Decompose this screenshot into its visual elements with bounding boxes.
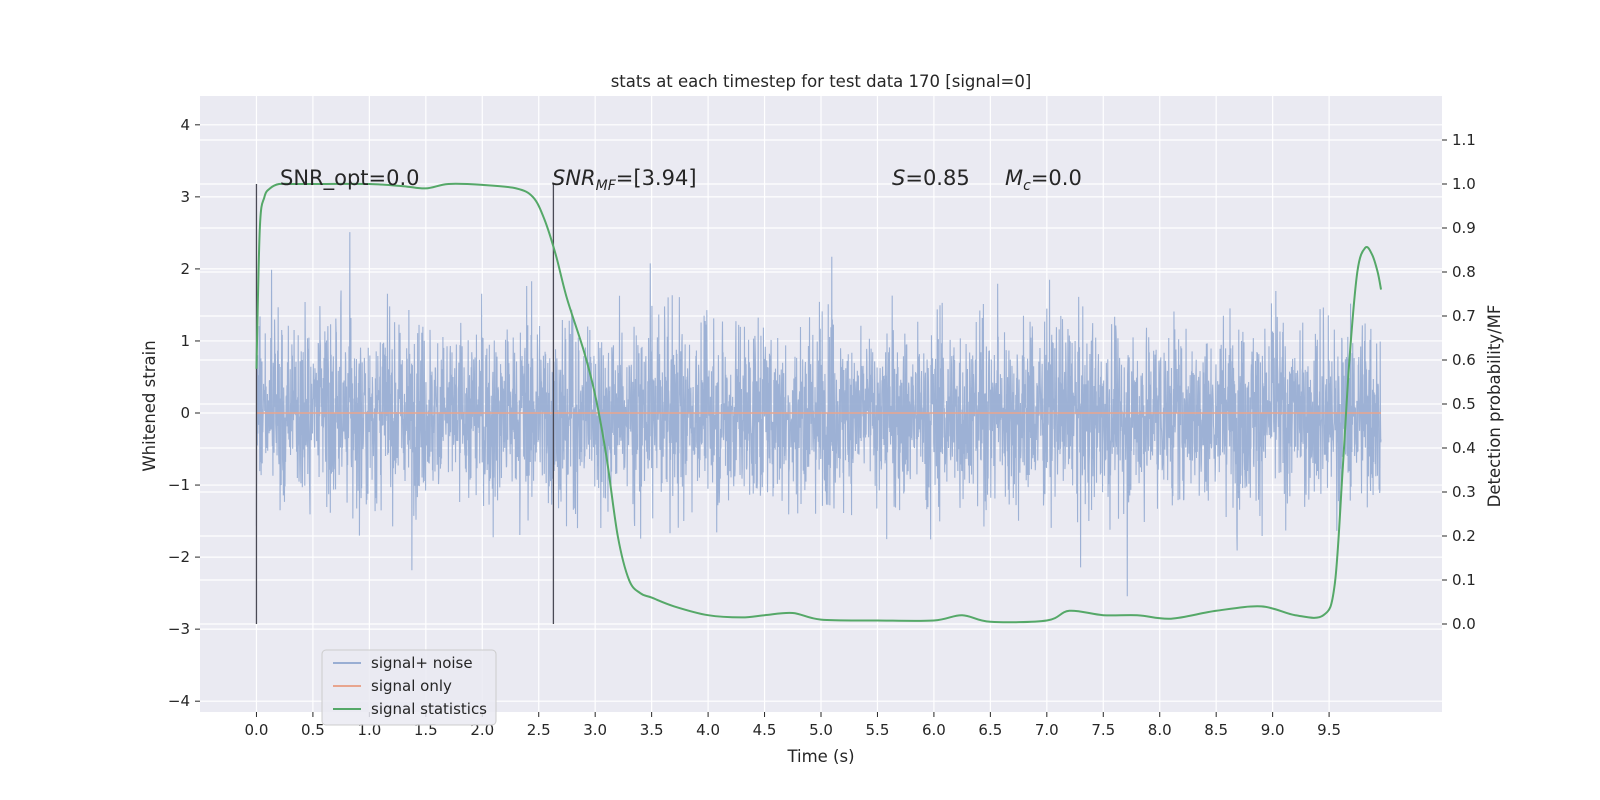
x-tick-label: 2.5 bbox=[527, 721, 551, 739]
legend: signal+ noise signal only signal statist… bbox=[321, 649, 497, 726]
y-tick-label: 4 bbox=[180, 116, 190, 134]
y2-tick-label: 0.0 bbox=[1452, 615, 1476, 633]
annotation-mc-value: =0.0 bbox=[1031, 166, 1082, 190]
y-tick-label: −4 bbox=[168, 692, 190, 710]
x-tick-label: 0.5 bbox=[301, 721, 325, 739]
y2-tick-label: 1.0 bbox=[1452, 175, 1476, 193]
x-tick-label: 7.0 bbox=[1035, 721, 1059, 739]
annotation-s: S=0.85 bbox=[892, 166, 970, 190]
x-tick-label: 5.0 bbox=[809, 721, 833, 739]
x-tick-label: 7.5 bbox=[1091, 721, 1115, 739]
annotation-s-var: S bbox=[892, 166, 905, 190]
vertical-markers bbox=[255, 184, 555, 624]
x-tick-label: 3.0 bbox=[583, 721, 607, 739]
y2-tick-label: 0.4 bbox=[1452, 439, 1476, 457]
x-tick-label: 3.5 bbox=[640, 721, 664, 739]
y-tick-label: 1 bbox=[180, 332, 190, 350]
axis-ticks: 0.0 0.5 1.0 1.5 2.0 2.5 3.0 3.5 4.0 4.5 5.0 5.5 6.0 6… bbox=[168, 116, 1476, 739]
annotation-mc: Mc=0.0 bbox=[1005, 166, 1082, 194]
series-signal-statistics bbox=[255, 182, 1383, 624]
series-signal-noise bbox=[255, 232, 1382, 597]
legend-label-signal-statistics: signal statistics bbox=[371, 700, 487, 718]
annotation-s-value: =0.85 bbox=[905, 166, 969, 190]
legend-label-signal-noise: signal+ noise bbox=[371, 654, 473, 672]
annotations: SNR_opt=0.0 SNRMF=[3.94] S=0.85 Mc=0.0 bbox=[280, 166, 1082, 194]
annotation-mc-sub: c bbox=[1023, 178, 1031, 194]
x-tick-label: 5.5 bbox=[866, 721, 890, 739]
x-tick-label: 8.5 bbox=[1204, 721, 1228, 739]
y-tick-label: 2 bbox=[180, 260, 190, 278]
x-tick-label: 9.0 bbox=[1261, 721, 1285, 739]
x-tick-label: 6.5 bbox=[978, 721, 1002, 739]
signal-statistics-line bbox=[255, 182, 1383, 624]
y2-tick-label: 0.6 bbox=[1452, 351, 1476, 369]
legend-box bbox=[321, 649, 497, 726]
x-tick-label: 8.0 bbox=[1148, 721, 1172, 739]
x-tick-label: 4.5 bbox=[753, 721, 777, 739]
x-tick-label: 4.0 bbox=[696, 721, 720, 739]
y2-tick-label: 0.5 bbox=[1452, 395, 1476, 413]
annotation-snr-mf-sub: MF bbox=[596, 178, 617, 194]
y2-tick-label: 0.1 bbox=[1452, 571, 1476, 589]
y2-tick-label: 0.3 bbox=[1452, 483, 1476, 501]
signal-noise-line bbox=[255, 232, 1382, 597]
x-axis-label: Time (s) bbox=[786, 747, 854, 766]
annotation-snr-opt: SNR_opt=0.0 bbox=[280, 166, 420, 191]
y-tick-label: −1 bbox=[168, 476, 190, 494]
y2-tick-label: 1.1 bbox=[1452, 131, 1476, 149]
x-tick-label: 0.0 bbox=[245, 721, 269, 739]
x-tick-label: 6.0 bbox=[922, 721, 946, 739]
annotation-snr-mf-value: =[3.94] bbox=[616, 166, 697, 190]
y2-tick-label: 0.8 bbox=[1452, 263, 1476, 281]
y2-tick-label: 0.7 bbox=[1452, 307, 1476, 325]
chart-title: stats at each timestep for test data 170… bbox=[611, 72, 1032, 91]
y-tick-label: 3 bbox=[180, 188, 190, 206]
y2-tick-label: 0.9 bbox=[1452, 219, 1476, 237]
legend-label-signal-only: signal only bbox=[371, 677, 452, 695]
y-tick-label: −2 bbox=[168, 548, 190, 566]
annotation-mc-var: M bbox=[1005, 166, 1023, 190]
y2-tick-label: 0.2 bbox=[1452, 527, 1476, 545]
y-tick-label: 0 bbox=[180, 404, 190, 422]
y-axis-label: Whitened strain bbox=[140, 340, 159, 471]
x-tick-label: 9.5 bbox=[1317, 721, 1341, 739]
annotation-snr-mf: SNRMF=[3.94] bbox=[552, 166, 697, 194]
y-tick-label: −3 bbox=[168, 620, 190, 638]
y2-axis-label: Detection probability/MF bbox=[1485, 305, 1504, 508]
annotation-snr-mf-base: SNR bbox=[552, 166, 596, 190]
